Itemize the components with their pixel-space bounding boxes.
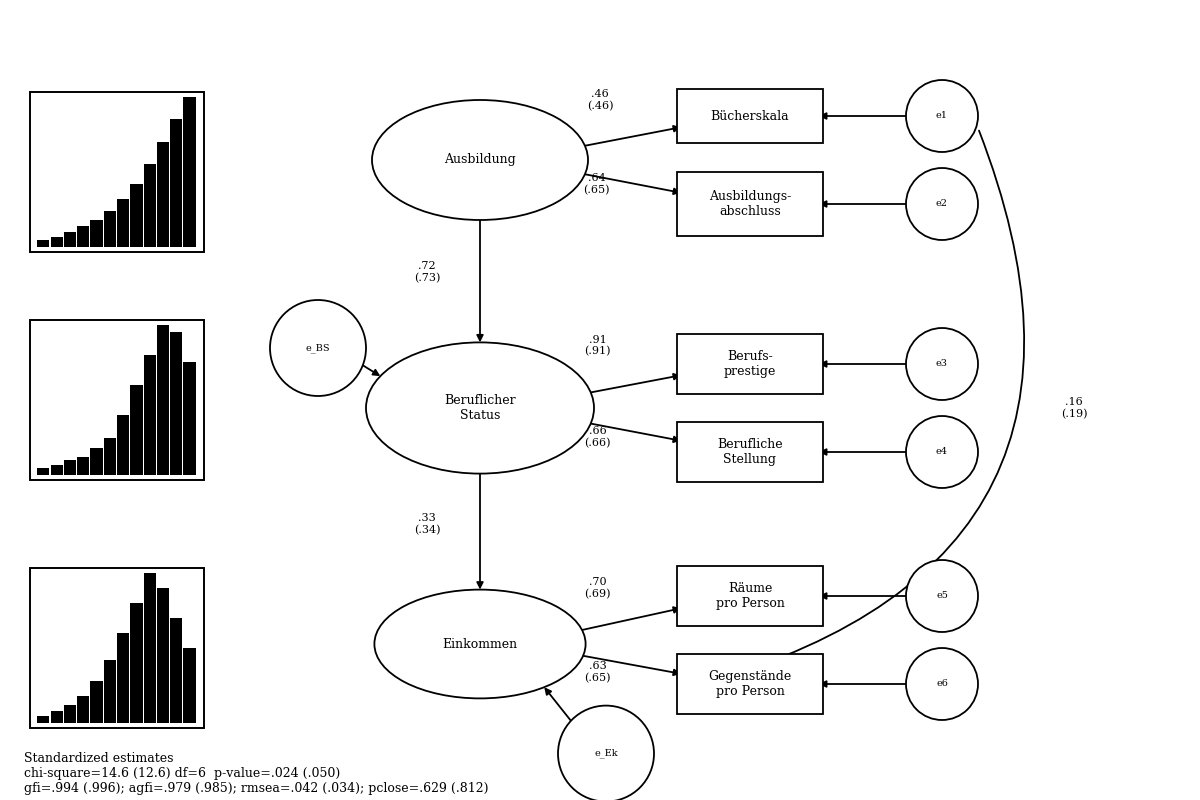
Bar — [50, 711, 62, 723]
Bar — [90, 681, 103, 723]
Text: Berufs-
prestige: Berufs- prestige — [724, 350, 776, 378]
Bar — [50, 237, 62, 247]
Ellipse shape — [906, 328, 978, 400]
Text: e3: e3 — [936, 359, 948, 369]
Ellipse shape — [558, 706, 654, 800]
Bar — [77, 457, 89, 475]
Bar — [90, 448, 103, 475]
Bar — [103, 438, 116, 475]
Bar — [103, 660, 116, 723]
Text: Standardized estimates
chi-square=14.6 (12.6) df=6  p-value=.024 (.050)
gfi=.994: Standardized estimates chi-square=14.6 (… — [24, 752, 488, 795]
Bar — [184, 97, 196, 247]
Ellipse shape — [270, 300, 366, 396]
Bar — [144, 573, 156, 723]
Text: .70
(.69): .70 (.69) — [584, 577, 611, 599]
Ellipse shape — [906, 416, 978, 488]
Ellipse shape — [906, 168, 978, 240]
Bar — [170, 332, 182, 475]
Text: e6: e6 — [936, 679, 948, 689]
Bar — [144, 355, 156, 475]
Bar — [103, 211, 116, 247]
Bar — [157, 142, 169, 247]
FancyBboxPatch shape — [30, 92, 204, 252]
Text: Ausbildung: Ausbildung — [444, 154, 516, 166]
Text: .72
(.73): .72 (.73) — [414, 261, 440, 283]
Text: e5: e5 — [936, 591, 948, 601]
Text: Beruflicher
Status: Beruflicher Status — [444, 394, 516, 422]
Bar — [116, 633, 130, 723]
Bar — [131, 603, 143, 723]
FancyBboxPatch shape — [677, 654, 823, 714]
Bar — [64, 460, 76, 475]
Bar — [184, 648, 196, 723]
Text: Gegenstände
pro Person: Gegenstände pro Person — [708, 670, 792, 698]
Text: Einkommen: Einkommen — [443, 638, 517, 650]
Bar — [37, 240, 49, 247]
Bar — [50, 465, 62, 475]
Bar — [131, 385, 143, 475]
Text: e4: e4 — [936, 447, 948, 457]
Bar — [37, 468, 49, 475]
Text: .63
(.65): .63 (.65) — [584, 661, 611, 683]
Bar — [37, 716, 49, 723]
Text: e_BS: e_BS — [306, 343, 330, 353]
Ellipse shape — [906, 560, 978, 632]
Bar — [184, 362, 196, 475]
Text: .91
(.91): .91 (.91) — [584, 334, 611, 357]
Text: e2: e2 — [936, 199, 948, 209]
Bar — [116, 415, 130, 475]
Bar — [157, 588, 169, 723]
FancyBboxPatch shape — [677, 566, 823, 626]
Bar — [116, 199, 130, 247]
Text: Berufliche
Stellung: Berufliche Stellung — [718, 438, 782, 466]
Bar — [90, 220, 103, 247]
Text: Ausbildungs-
abschluss: Ausbildungs- abschluss — [709, 190, 791, 218]
Ellipse shape — [374, 590, 586, 698]
FancyBboxPatch shape — [30, 568, 204, 728]
Ellipse shape — [906, 80, 978, 152]
Bar — [64, 705, 76, 723]
Text: Bücherskala: Bücherskala — [710, 110, 790, 122]
Ellipse shape — [366, 342, 594, 474]
Ellipse shape — [372, 100, 588, 220]
FancyBboxPatch shape — [30, 320, 204, 480]
Bar — [64, 232, 76, 247]
Text: .16
(.19): .16 (.19) — [1061, 397, 1087, 419]
Text: e_Ek: e_Ek — [594, 749, 618, 758]
Text: .33
(.34): .33 (.34) — [414, 513, 440, 535]
Bar — [77, 226, 89, 247]
FancyBboxPatch shape — [677, 422, 823, 482]
Bar — [170, 618, 182, 723]
Bar — [144, 165, 156, 247]
Ellipse shape — [906, 648, 978, 720]
Text: e1: e1 — [936, 111, 948, 121]
Text: .46
(.46): .46 (.46) — [587, 89, 613, 111]
Text: .64
(.65): .64 (.65) — [583, 173, 610, 195]
Bar — [170, 119, 182, 247]
FancyBboxPatch shape — [677, 89, 823, 143]
FancyArrowPatch shape — [707, 130, 1024, 684]
Bar — [77, 696, 89, 723]
Bar — [131, 184, 143, 247]
Bar — [157, 325, 169, 475]
Text: Räume
pro Person: Räume pro Person — [715, 582, 785, 610]
FancyBboxPatch shape — [677, 172, 823, 237]
FancyBboxPatch shape — [677, 334, 823, 394]
Text: .66
(.66): .66 (.66) — [584, 426, 611, 448]
